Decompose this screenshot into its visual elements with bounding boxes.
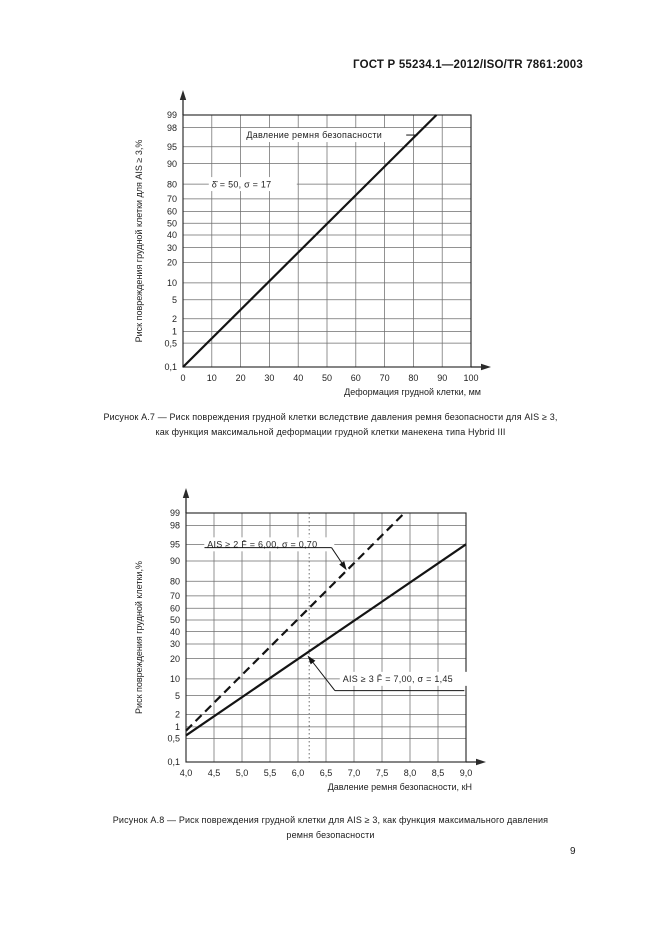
x-tick-label: 0 (180, 373, 185, 383)
x-tick-label: 70 (380, 373, 390, 383)
y-tick-label: 98 (170, 521, 180, 531)
plot-frame (182, 114, 472, 368)
y-tick-label: 20 (167, 258, 177, 268)
y-tick-label: 90 (170, 556, 180, 566)
y-tick-label: 40 (170, 627, 180, 637)
y-tick-label: 0,1 (164, 362, 177, 372)
x-tick-label: 5,0 (236, 768, 249, 778)
figure-a7-caption-line1: Рисунок А.7 — Риск повреждения грудной к… (103, 412, 558, 422)
leader-arrow-icon (307, 655, 316, 665)
y-axis-title: Риск повреждения грудной клетки для AIS … (134, 140, 144, 343)
annotation-bg (243, 128, 408, 143)
y-tick-label: 70 (167, 194, 177, 204)
x-tick-label: 20 (236, 373, 246, 383)
annotation-leader (312, 661, 336, 691)
y-tick-label: 1 (175, 722, 180, 732)
annotation-label: δ̄ = 50, σ = 17 (212, 179, 272, 189)
y-tick-label: 0,5 (164, 338, 177, 348)
data-line-dashed (185, 512, 406, 732)
data-line-solid (185, 543, 467, 737)
document-header: ГОСТ Р 55234.1—2012/ISO/TR 7861:2003 (353, 59, 583, 71)
y-tick-label: 80 (167, 179, 177, 189)
y-tick-label: 60 (170, 603, 180, 613)
y-tick-label: 50 (167, 218, 177, 228)
y-axis-arrow-icon (179, 90, 187, 100)
x-axis-arrow-icon (481, 363, 491, 371)
x-tick-label: 8,0 (404, 768, 417, 778)
x-tick-label: 60 (351, 373, 361, 383)
x-tick-label: 9,0 (460, 768, 473, 778)
y-axis-arrow-icon (182, 488, 190, 498)
y-tick-label: 10 (170, 674, 180, 684)
x-tick-label: 90 (437, 373, 447, 383)
y-tick-label: 90 (167, 159, 177, 169)
annotation-label: AIS ≥ 2 F̄ = 6,00, σ = 0,70 (207, 540, 317, 550)
annotation-bg (339, 671, 470, 686)
annotation-bg (208, 177, 297, 192)
y-tick-label: 10 (167, 278, 177, 288)
x-tick-label: 100 (463, 373, 478, 383)
x-axis-title: Деформация грудной клетки, мм (344, 387, 481, 397)
figure-a7-chart: Давление ремня безопасности δ̄ = 50, σ = … (134, 90, 491, 397)
figure-a7-caption: Рисунок А.7 — Риск повреждения грудной к… (30, 410, 631, 439)
x-tick-label: 80 (408, 373, 418, 383)
y-tick-label: 99 (167, 110, 177, 120)
y-tick-label: 95 (170, 540, 180, 550)
x-tick-label: 7,0 (348, 768, 361, 778)
annotation-label: Давление ремня безопасности (246, 130, 382, 140)
y-tick-label: 2 (172, 314, 177, 324)
data-line-solid (182, 114, 438, 368)
x-tick-label: 30 (264, 373, 274, 383)
x-tick-label: 6,0 (292, 768, 305, 778)
x-tick-label: 7,5 (376, 768, 389, 778)
figure-a8-caption-line1: Рисунок А.8 — Риск повреждения грудной к… (112, 815, 549, 825)
y-tick-label: 5 (172, 295, 177, 305)
y-tick-label: 1 (172, 327, 177, 337)
y-tick-label: 20 (170, 654, 180, 664)
page-number: 9 (570, 846, 576, 857)
x-tick-label: 8,5 (432, 768, 445, 778)
grid (182, 114, 472, 368)
figure-a8-caption: Рисунок А.8 — Риск повреждения грудной к… (30, 813, 631, 842)
annotation-leader (331, 547, 343, 564)
y-tick-label: 50 (170, 615, 180, 625)
y-tick-label: 0,1 (167, 757, 180, 767)
x-tick-label: 6,5 (320, 768, 333, 778)
x-axis-arrow-icon (476, 758, 486, 766)
y-tick-label: 0,5 (167, 734, 180, 744)
figure-a8-chart: AIS ≥ 2 F̄ = 6,00, σ = 0,70 AIS ≥ 3 F̄ = … (134, 488, 486, 792)
figure-a7-caption-line2: как функция максимальной деформации груд… (155, 426, 506, 437)
plot-frame (185, 512, 467, 763)
x-tick-label: 4,0 (180, 768, 193, 778)
y-tick-label: 70 (170, 591, 180, 601)
y-tick-label: 5 (175, 691, 180, 701)
y-axis-title: Риск повреждения грудной клетки,% (134, 561, 144, 714)
y-tick-label: 98 (167, 123, 177, 133)
annotation-label: AIS ≥ 3 F̄ = 7,00, σ = 1,45 (343, 674, 453, 684)
y-tick-label: 2 (175, 710, 180, 720)
y-tick-label: 95 (167, 142, 177, 152)
y-tick-label: 30 (167, 243, 177, 253)
x-tick-label: 4,5 (208, 768, 221, 778)
leader-arrow-icon (339, 561, 347, 571)
x-tick-label: 5,5 (264, 768, 277, 778)
figure-a8-caption-line2: ремня безопасности (286, 829, 375, 840)
y-tick-label: 60 (167, 207, 177, 217)
y-tick-label: 80 (170, 576, 180, 586)
x-tick-label: 40 (293, 373, 303, 383)
y-tick-label: 40 (167, 230, 177, 240)
x-tick-label: 50 (322, 373, 332, 383)
y-tick-label: 30 (170, 639, 180, 649)
x-axis-title: Давление ремня безопасности, кН (328, 782, 472, 792)
y-tick-label: 99 (170, 508, 180, 518)
x-tick-label: 10 (207, 373, 217, 383)
